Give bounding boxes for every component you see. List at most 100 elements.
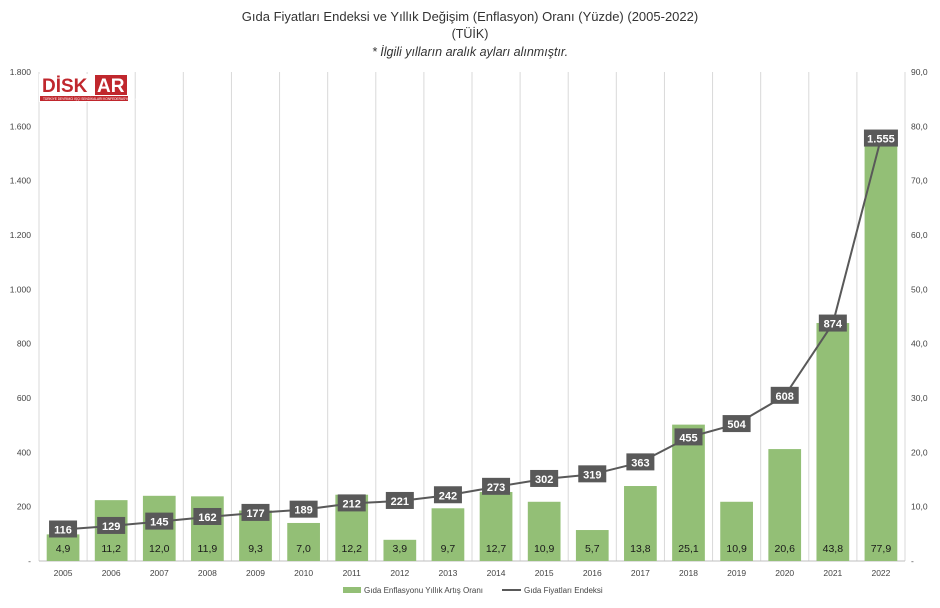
line-value-label: 162 <box>198 512 216 524</box>
line-value-box <box>145 512 174 530</box>
bar-value-label: 20,6 <box>775 543 796 555</box>
y-right-tick-label: 10,0 <box>911 502 928 512</box>
y-left-tick-label: 1.600 <box>10 121 32 131</box>
y-right-tick-label: 80,0 <box>911 121 928 131</box>
bar <box>672 424 705 561</box>
y-left-tick-label: 1.400 <box>10 176 32 186</box>
x-tick-label: 2014 <box>487 568 506 578</box>
y-left-tick-label: 1.000 <box>10 284 32 294</box>
bar-value-label: 12,2 <box>342 543 363 555</box>
legend: Gıda Enflasyonu Yıllık Artış Oranı Gıda … <box>343 586 603 595</box>
bar <box>816 323 850 561</box>
bar-series <box>46 137 898 561</box>
line-value-box <box>482 477 511 495</box>
x-tick-label: 2017 <box>631 568 650 578</box>
y-axis-right: - 10,0 20,0 30,0 40,0 50,0 60,0 70,0 80,0 90,0 <box>911 67 928 566</box>
line-value-label: 1.555 <box>867 134 895 146</box>
x-tick-label: 2008 <box>198 568 217 578</box>
x-tick-label: 2020 <box>775 568 794 578</box>
y-left-tick-label: - <box>28 556 31 566</box>
bar <box>575 530 609 561</box>
line-value-box <box>289 500 318 518</box>
bar-value-label: 3,9 <box>393 543 408 555</box>
line-value-label: 212 <box>343 498 361 510</box>
bar-value-label: 12,7 <box>486 543 507 555</box>
chart-subtitle: (TÜİK) <box>452 27 489 41</box>
y-right-tick-label: 60,0 <box>911 230 928 240</box>
bar-value-label: 7,0 <box>296 543 311 555</box>
line-value-label: 177 <box>246 508 264 520</box>
line-value-label: 273 <box>487 482 505 494</box>
bar <box>624 486 657 561</box>
line-value-box <box>863 129 898 147</box>
x-axis: 2005 2006 2007 2008 2009 2010 2011 2012 2013 2014… <box>54 568 891 578</box>
x-tick-label: 2013 <box>438 568 457 578</box>
bar-value-label: 11,9 <box>198 543 218 555</box>
line-value-box <box>49 520 78 538</box>
line-value-box <box>193 507 222 525</box>
y-left-tick-label: 200 <box>17 502 31 512</box>
diskar-logo: DİSK AR TÜRKİYE DEVRİMCİ İŞÇİ SENDİKALAR… <box>39 74 169 102</box>
x-tick-label: 2006 <box>102 568 121 578</box>
line-value-label: 116 <box>54 524 72 536</box>
y-right-tick-label: 90,0 <box>911 67 928 77</box>
x-tick-label: 2022 <box>871 568 890 578</box>
line-value-box <box>97 516 126 534</box>
line-value-label: 874 <box>824 319 843 331</box>
logo-text-right: AR <box>97 76 125 97</box>
logo-red-block <box>95 75 127 95</box>
legend-line-label: Gıda Fiyatları Endeksi <box>524 586 603 595</box>
y-right-tick-label: 20,0 <box>911 447 928 457</box>
bar-value-label: 10,9 <box>534 543 555 555</box>
line-value-label: 189 <box>294 505 312 517</box>
x-tick-label: 2012 <box>390 568 409 578</box>
y-right-tick-label: 50,0 <box>911 284 928 294</box>
x-tick-label: 2011 <box>343 568 362 578</box>
bar <box>527 501 561 561</box>
x-tick-label: 2007 <box>150 568 169 578</box>
line-value-label: 302 <box>535 474 553 486</box>
logo-tag-bar <box>40 96 128 101</box>
line-value-label: 504 <box>727 419 746 431</box>
line-value-box <box>578 465 607 483</box>
line-value-box <box>337 494 366 512</box>
bar-value-label: 9,3 <box>248 543 263 555</box>
line-value-label: 221 <box>391 496 409 508</box>
line-value-box <box>770 386 799 404</box>
y-right-tick-label: 40,0 <box>911 339 928 349</box>
x-tick-label: 2015 <box>535 568 554 578</box>
bar <box>287 522 320 561</box>
logo-text-left: DİSK <box>42 76 88 97</box>
logo-tagline: TÜRKİYE DEVRİMCİ İŞÇİ SENDİKALARI KONFED… <box>43 96 169 101</box>
x-tick-label: 2005 <box>54 568 73 578</box>
bar-value-label: 25,1 <box>678 543 699 555</box>
bar <box>191 496 224 561</box>
bar-value-label: 77,9 <box>871 543 892 555</box>
line-value-box <box>626 453 655 471</box>
bar <box>720 501 753 561</box>
line-value-box <box>241 503 270 521</box>
bar <box>864 137 898 561</box>
y-left-tick-label: 400 <box>17 447 31 457</box>
bar-value-label: 4,9 <box>56 543 71 555</box>
line-value-label: 319 <box>583 469 601 481</box>
line-value-label: 129 <box>102 521 120 533</box>
y-left-tick-label: 1.200 <box>10 230 32 240</box>
x-tick-label: 2018 <box>679 568 698 578</box>
y-right-tick-label: - <box>911 556 914 566</box>
bar-value-label: 11,2 <box>101 543 121 555</box>
x-tick-label: 2009 <box>246 568 265 578</box>
line-value-box <box>722 415 751 433</box>
legend-bar-label: Gıda Enflasyonu Yıllık Artış Oranı <box>364 586 483 595</box>
bar <box>431 508 465 561</box>
grid <box>38 72 906 562</box>
bar-value-label: 5,7 <box>585 543 600 555</box>
line-value-label: 242 <box>439 490 457 502</box>
chart-title: Gıda Fiyatları Endeksi ve Yıllık Değişim… <box>242 9 698 24</box>
bar-value-label: 9,7 <box>441 543 456 555</box>
data-labels: 4,9 11,2 12,0 11,9 9,3 7,0 12,2 3,9 9,7 12,7 10,9 5… <box>49 129 898 555</box>
x-tick-label: 2021 <box>823 568 842 578</box>
chart-note: * İlgili yılların aralık ayları alınmışt… <box>372 45 568 59</box>
